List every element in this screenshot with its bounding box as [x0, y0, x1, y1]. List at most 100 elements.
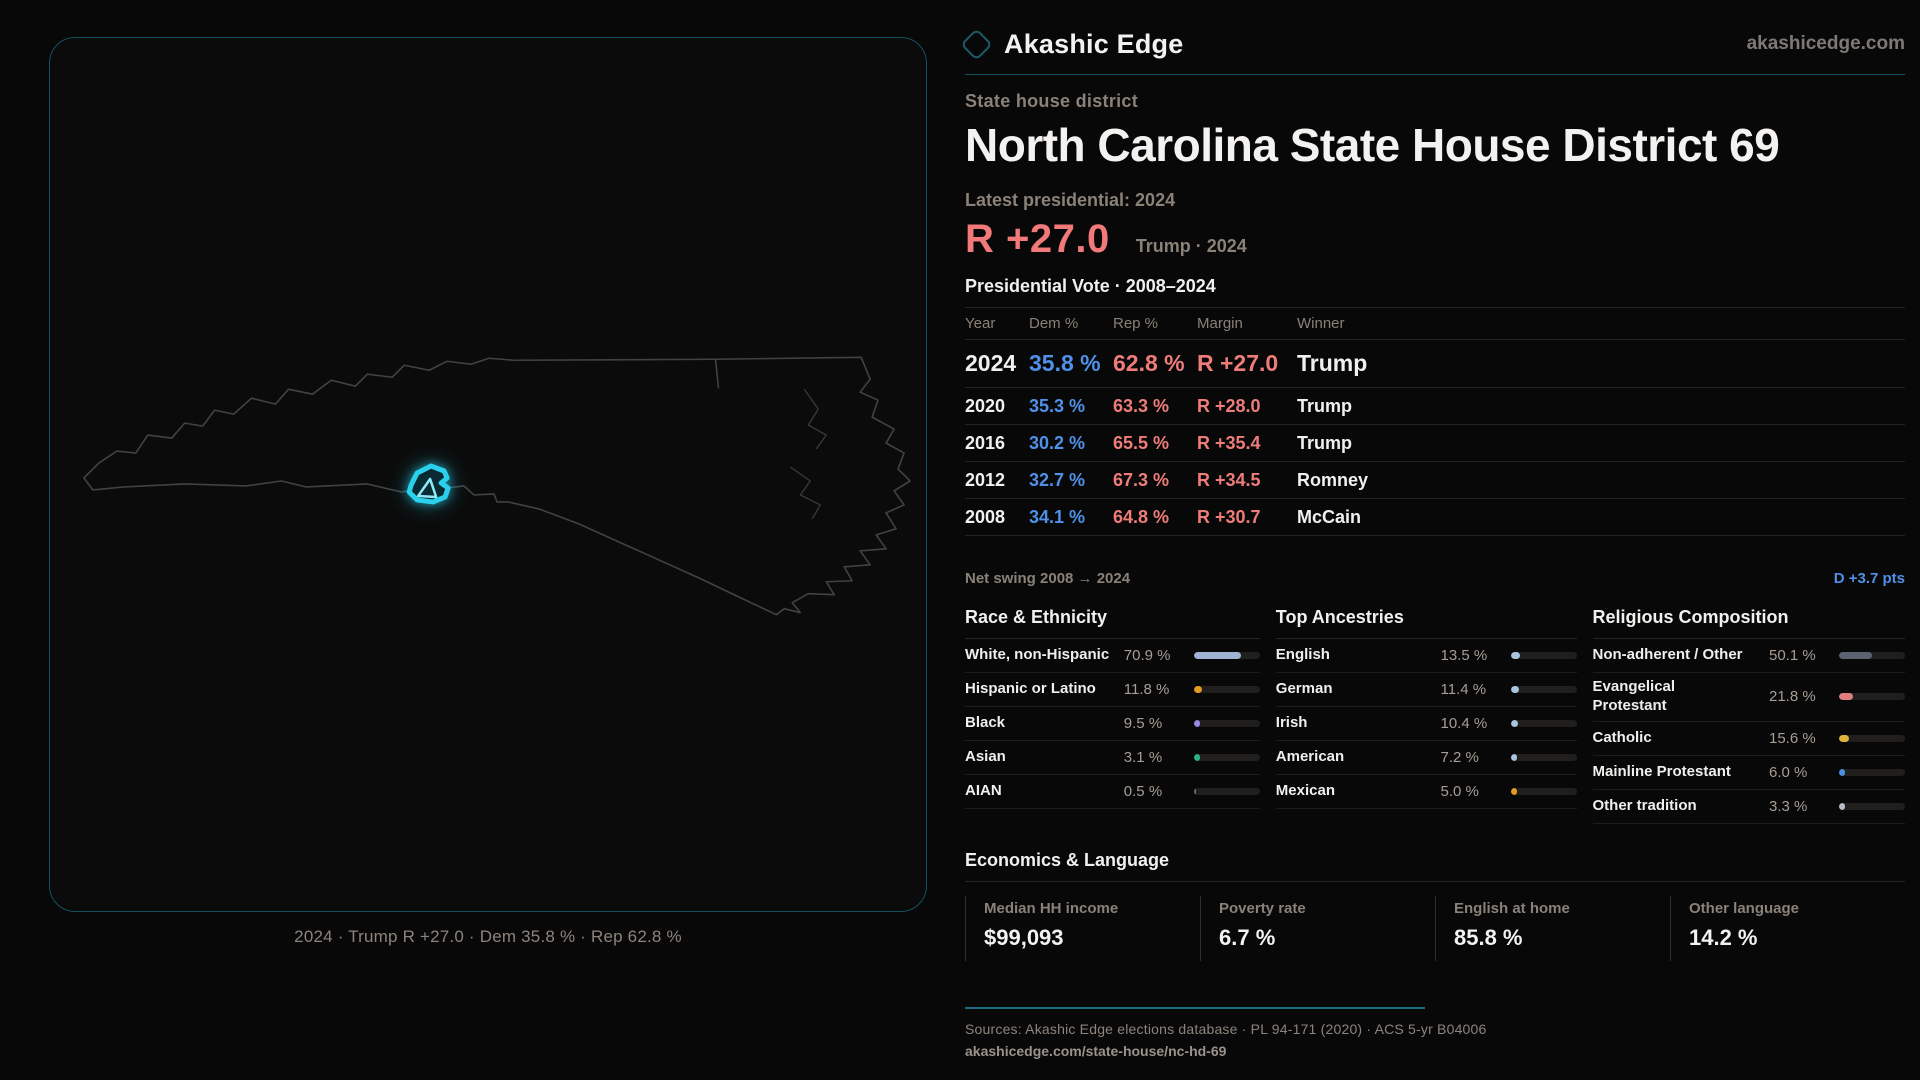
map-caption: 2024 · Trump R +27.0 · Dem 35.8 % · Rep …: [294, 927, 682, 946]
demo-bar: [1193, 652, 1260, 659]
vote-cell-dem: 35.3 %: [1029, 395, 1086, 416]
demo-value: 11.4 %: [1440, 681, 1487, 698]
demo-value: 21.8 %: [1769, 688, 1816, 706]
diamond-logo-icon: [960, 27, 993, 61]
demo-row: Irish 10.4 %: [1275, 707, 1577, 741]
vote-cell-winner: Trump: [1297, 395, 1353, 416]
demo-value: 9.5 %: [1123, 715, 1163, 732]
demo-section: Race & Ethnicity White, non-Hispanic 70.9 …: [965, 607, 1260, 824]
demo-label: Non-adherent / Other: [1592, 646, 1743, 664]
vote-row-2012: 2012 32.7 % 67.3 % R +34.5 Romney: [965, 462, 1905, 499]
vote-cell-margin: R +27.0: [1197, 350, 1279, 376]
vote-col-header: Rep %: [1113, 315, 1159, 332]
demo-label: English: [1275, 646, 1330, 664]
econ-value: 6.7 %: [1219, 924, 1276, 950]
vote-cell-rep: 65.5 %: [1113, 432, 1170, 453]
vote-cell-rep: 63.3 %: [1113, 395, 1170, 416]
demo-row: Asian 3.1 %: [965, 741, 1260, 775]
demo-value: 0.5 %: [1123, 783, 1163, 800]
border-tick-path: [714, 359, 720, 389]
demo-row: Other tradition 3.3 %: [1592, 790, 1905, 824]
demo-row: German 11.4 %: [1275, 673, 1577, 707]
demo-bar: [1510, 652, 1577, 659]
demo-row: Evangelical Protestant 21.8 %: [1592, 673, 1905, 722]
vote-cell-margin: R +30.7: [1197, 506, 1261, 527]
vote-cell-year: 2008: [965, 506, 1006, 527]
headline-margin-value: R +27.0: [965, 217, 1110, 261]
vote-col-header: Dem %: [1029, 315, 1079, 332]
demo-value: 70.9 %: [1123, 647, 1171, 664]
permalink[interactable]: akashicedge.com/state-house/nc-hd-69: [965, 1042, 1227, 1059]
econ-label: Poverty rate: [1219, 899, 1306, 917]
econ-card: Other language 14.2 %: [1670, 895, 1905, 961]
econ-card: Poverty rate 6.7 %: [1200, 895, 1435, 961]
net-swing-row: Net swing 2008 → 2024 D +3.7 pts: [965, 570, 1905, 587]
sources-text: Sources: Akashic Edge elections database…: [965, 1020, 1487, 1037]
vote-table-header: Year Dem % Rep % Margin Winner: [965, 308, 1905, 340]
demo-label: White, non-Hispanic: [965, 646, 1110, 664]
albemarle-sound-path: [803, 388, 827, 450]
demo-label: AIAN: [965, 782, 1002, 800]
vote-row-2020: 2020 35.3 % 63.3 % R +28.0 Trump: [965, 388, 1905, 425]
demo-label: Hispanic or Latino: [965, 680, 1096, 698]
vote-cell-dem: 34.1 %: [1029, 506, 1086, 527]
econ-label: English at home: [1454, 899, 1570, 917]
brand-header: Akashic Edge akashicedge.com: [960, 24, 1905, 64]
vote-cell-margin: R +34.5: [1197, 469, 1261, 490]
vote-cell-year: 2012: [965, 469, 1006, 490]
demo-bar: [1510, 720, 1577, 727]
vote-cell-year: 2016: [965, 432, 1006, 453]
demo-section: Top Ancestries English 13.5 % German 11.4 % I…: [1275, 607, 1577, 824]
econ-value: 14.2 %: [1689, 924, 1758, 950]
demo-bar: [1510, 788, 1577, 795]
vote-cell-dem: 30.2 %: [1029, 432, 1086, 453]
demo-value: 50.1 %: [1769, 647, 1816, 664]
demo-row: American 7.2 %: [1275, 741, 1577, 775]
brand-name: Akashic Edge: [1004, 28, 1184, 59]
demo-section: Religious Composition Non-adherent / Othe…: [1592, 607, 1905, 824]
vote-cell-winner: McCain: [1297, 506, 1362, 527]
vote-row-2024: 2024 35.8 % 62.8 % R +27.0 Trump: [965, 340, 1905, 388]
demo-section-title: Religious Composition: [1592, 607, 1905, 639]
economics-title: Economics & Language: [965, 850, 1905, 882]
district-map-card: [49, 37, 927, 912]
demo-bar: [1839, 734, 1905, 742]
demo-label: Other tradition: [1592, 796, 1697, 814]
demo-bar: [1193, 754, 1260, 761]
economics-grid: Median HH income $99,093 Poverty rate 6.7 %…: [965, 895, 1905, 961]
demo-value: 5.0 %: [1440, 783, 1479, 800]
vote-row-2008: 2008 34.1 % 64.8 % R +30.7 McCain: [965, 499, 1905, 536]
vote-cell-margin: R +35.4: [1197, 432, 1261, 453]
demo-value: 3.1 %: [1123, 749, 1163, 766]
econ-label: Median HH income: [984, 899, 1119, 917]
vote-cell-year: 2024: [965, 350, 1017, 376]
vote-table-title: Presidential Vote · 2008–2024: [965, 276, 1216, 296]
demo-label: Catholic: [1592, 728, 1652, 746]
demo-bar: [1839, 652, 1905, 659]
demo-value: 6.0 %: [1769, 763, 1808, 781]
vote-col-header: Year: [965, 315, 996, 332]
vote-cell-rep: 62.8 %: [1113, 350, 1185, 376]
north-carolina-map: [83, 356, 911, 616]
demo-row: Mexican 5.0 %: [1275, 775, 1577, 809]
net-swing-label: Net swing 2008 → 2024: [965, 570, 1131, 587]
econ-card: English at home 85.8 %: [1435, 895, 1670, 961]
demo-row: Non-adherent / Other 50.1 %: [1592, 639, 1905, 673]
demo-label: Mexican: [1275, 782, 1335, 800]
demo-label: Evangelical Protestant: [1592, 678, 1676, 714]
demo-row: English 13.5 %: [1275, 639, 1577, 673]
vote-cell-winner: Romney: [1297, 469, 1369, 490]
demo-row: Mainline Protestant 6.0 %: [1592, 756, 1905, 790]
demo-bar: [1193, 720, 1260, 727]
demo-bar: [1510, 686, 1577, 693]
district-69-highlight: [406, 463, 451, 505]
demo-label: Asian: [965, 748, 1006, 766]
brand-site-link[interactable]: akashicedge.com: [1746, 33, 1905, 54]
demo-section-title: Race & Ethnicity: [965, 607, 1260, 639]
demo-row: Hispanic or Latino 11.8 %: [965, 673, 1260, 707]
demo-bar: [1510, 754, 1577, 761]
demo-value: 13.5 %: [1440, 647, 1488, 664]
vote-cell-rep: 64.8 %: [1113, 506, 1170, 527]
presidential-vote-table: Year Dem % Rep % Margin Winner 2024 35.8 % 62.…: [965, 307, 1905, 536]
vote-cell-winner: Trump: [1297, 432, 1353, 453]
